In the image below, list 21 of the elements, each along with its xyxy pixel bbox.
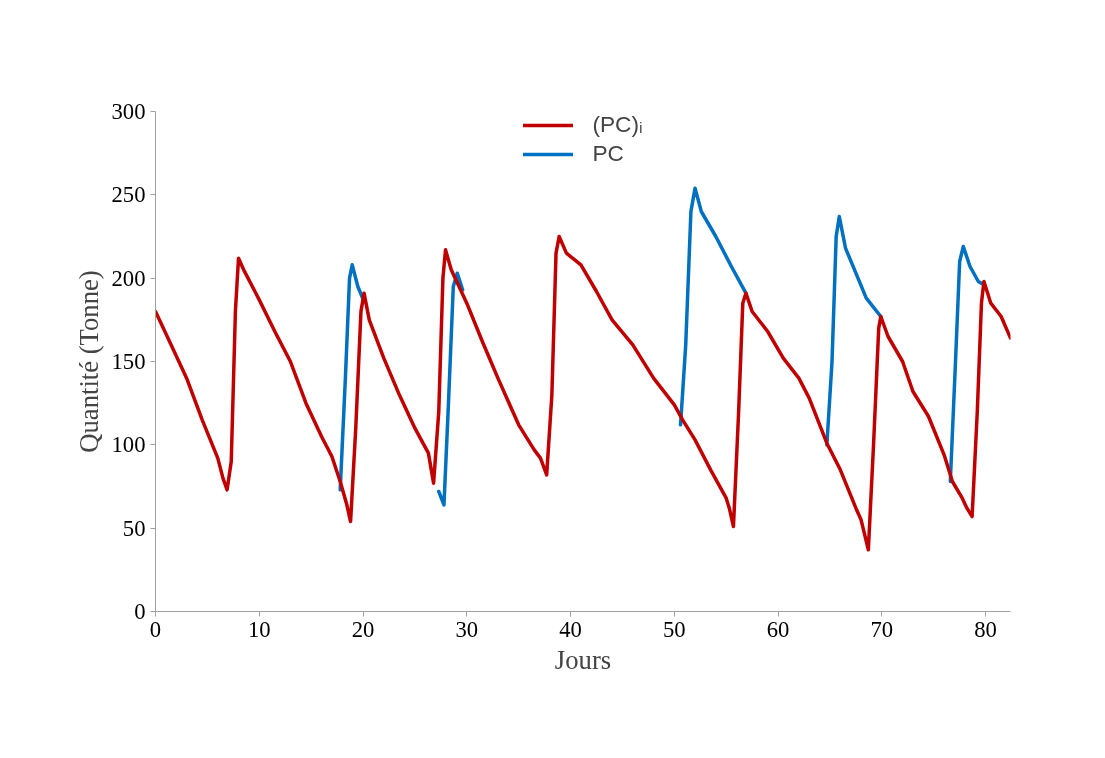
x-tick-label: 10	[247, 616, 271, 642]
x-tick-label: 0	[149, 616, 162, 642]
y-tick-label: 50	[122, 515, 146, 541]
x-axis-title: Jours	[554, 644, 612, 675]
y-axis-title: Quantité (Tonne)	[73, 270, 104, 453]
y-tick-label: 200	[111, 265, 146, 291]
legend-label: (PC)ᵢ	[592, 111, 643, 138]
legend-label: PC	[592, 140, 624, 167]
y-tick-label: 100	[111, 432, 146, 458]
line-series	[155, 234, 1011, 552]
x-tick-label: 30	[455, 616, 479, 642]
x-tick-label: 40	[559, 616, 582, 642]
x-tick-label: 80	[974, 616, 997, 642]
y-tick-label: 150	[111, 349, 146, 374]
y-tick-label: 250	[111, 182, 146, 208]
y-tick-label: 0	[134, 599, 146, 624]
x-tick-label: 60	[766, 616, 790, 642]
y-tick-label: 300	[111, 99, 146, 124]
x-tick-label: 70	[870, 616, 894, 642]
x-tick-label: 20	[351, 616, 375, 642]
x-tick-label: 50	[662, 616, 686, 642]
